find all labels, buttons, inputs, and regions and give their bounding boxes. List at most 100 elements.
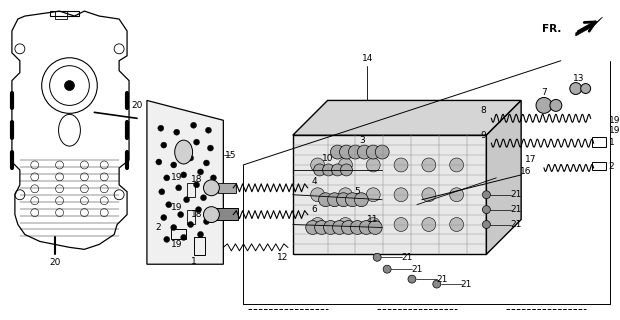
Text: 5: 5 bbox=[355, 187, 360, 196]
Circle shape bbox=[342, 220, 355, 235]
Circle shape bbox=[200, 195, 206, 201]
Circle shape bbox=[188, 221, 193, 228]
Circle shape bbox=[340, 164, 352, 176]
Text: 21: 21 bbox=[436, 275, 448, 284]
Circle shape bbox=[322, 164, 335, 176]
Circle shape bbox=[193, 139, 200, 145]
Circle shape bbox=[339, 158, 352, 172]
Circle shape bbox=[170, 225, 177, 230]
Text: 19: 19 bbox=[171, 173, 182, 182]
Circle shape bbox=[175, 185, 182, 191]
Polygon shape bbox=[147, 100, 223, 264]
Text: 1: 1 bbox=[191, 257, 197, 266]
Circle shape bbox=[324, 220, 337, 235]
Circle shape bbox=[205, 189, 211, 195]
Bar bbox=[187, 210, 195, 224]
Circle shape bbox=[190, 122, 197, 128]
Circle shape bbox=[198, 231, 203, 237]
Text: 21: 21 bbox=[401, 253, 413, 262]
Circle shape bbox=[394, 188, 408, 202]
Circle shape bbox=[178, 212, 184, 218]
Circle shape bbox=[205, 127, 211, 133]
Circle shape bbox=[408, 275, 416, 283]
Circle shape bbox=[170, 162, 177, 168]
Circle shape bbox=[357, 145, 371, 159]
Circle shape bbox=[394, 158, 408, 172]
Circle shape bbox=[375, 145, 389, 159]
Circle shape bbox=[161, 215, 167, 220]
Text: 19: 19 bbox=[171, 203, 182, 212]
Text: 19: 19 bbox=[608, 116, 620, 125]
Circle shape bbox=[482, 191, 490, 199]
Circle shape bbox=[366, 145, 380, 159]
Circle shape bbox=[482, 206, 490, 214]
Circle shape bbox=[198, 169, 203, 175]
Circle shape bbox=[164, 236, 170, 242]
Text: 2: 2 bbox=[155, 223, 161, 232]
Circle shape bbox=[315, 220, 329, 235]
Circle shape bbox=[450, 188, 464, 202]
Circle shape bbox=[327, 193, 342, 207]
Bar bbox=[193, 237, 205, 255]
Circle shape bbox=[339, 188, 352, 202]
Circle shape bbox=[203, 160, 210, 166]
Circle shape bbox=[366, 188, 380, 202]
Polygon shape bbox=[293, 100, 521, 135]
Circle shape bbox=[570, 83, 582, 94]
Circle shape bbox=[311, 188, 325, 202]
Circle shape bbox=[203, 207, 219, 222]
Circle shape bbox=[337, 193, 350, 207]
Text: 21: 21 bbox=[510, 205, 522, 214]
Circle shape bbox=[330, 145, 345, 159]
Bar bbox=[591, 162, 606, 170]
Circle shape bbox=[332, 220, 347, 235]
Circle shape bbox=[64, 81, 74, 91]
Circle shape bbox=[188, 155, 193, 161]
Circle shape bbox=[203, 180, 219, 196]
Circle shape bbox=[373, 253, 381, 261]
Circle shape bbox=[174, 129, 180, 135]
Circle shape bbox=[319, 193, 332, 207]
Circle shape bbox=[581, 84, 591, 93]
Bar bbox=[170, 229, 185, 239]
Circle shape bbox=[156, 159, 162, 165]
Text: 4: 4 bbox=[312, 177, 317, 186]
Ellipse shape bbox=[175, 140, 193, 164]
Circle shape bbox=[345, 193, 360, 207]
Circle shape bbox=[422, 218, 436, 231]
Text: 21: 21 bbox=[411, 265, 423, 274]
Circle shape bbox=[193, 182, 200, 188]
Circle shape bbox=[332, 164, 343, 176]
Circle shape bbox=[166, 202, 172, 208]
Text: 21: 21 bbox=[510, 190, 522, 199]
Circle shape bbox=[184, 197, 190, 203]
Bar bbox=[187, 183, 195, 197]
Text: 20: 20 bbox=[131, 101, 143, 110]
Text: 19: 19 bbox=[171, 240, 182, 249]
Circle shape bbox=[195, 207, 202, 212]
Bar bbox=[55, 11, 66, 19]
Polygon shape bbox=[576, 17, 603, 36]
Circle shape bbox=[311, 158, 325, 172]
Text: 19: 19 bbox=[608, 126, 620, 135]
Text: 11: 11 bbox=[366, 215, 378, 224]
Circle shape bbox=[180, 172, 187, 178]
Text: 10: 10 bbox=[322, 154, 334, 163]
Circle shape bbox=[422, 188, 436, 202]
Circle shape bbox=[210, 175, 216, 181]
Text: 18: 18 bbox=[191, 175, 202, 184]
Circle shape bbox=[164, 175, 170, 181]
Circle shape bbox=[348, 145, 362, 159]
Circle shape bbox=[550, 100, 562, 111]
Text: 21: 21 bbox=[510, 220, 522, 229]
Bar bbox=[216, 208, 238, 220]
Circle shape bbox=[158, 125, 164, 131]
Text: 21: 21 bbox=[461, 280, 472, 289]
Text: 14: 14 bbox=[361, 54, 373, 63]
Circle shape bbox=[422, 158, 436, 172]
Circle shape bbox=[433, 280, 441, 288]
Text: 20: 20 bbox=[49, 258, 60, 267]
Circle shape bbox=[340, 145, 353, 159]
Circle shape bbox=[339, 218, 352, 231]
Text: 18: 18 bbox=[191, 210, 202, 219]
